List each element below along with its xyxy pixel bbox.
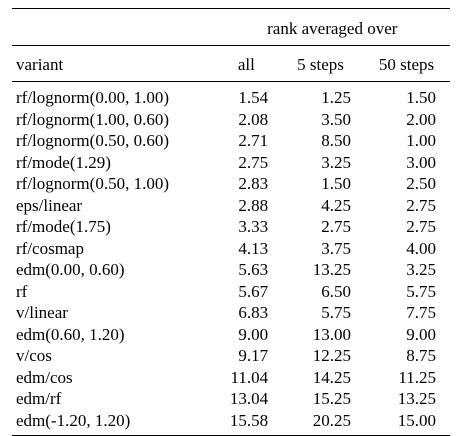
steps50-cell: 1.00	[406, 131, 436, 151]
table-row: v/linear 6.83 5.75 7.75	[12, 302, 450, 324]
table-row: v/cos 9.17 12.25 8.75	[12, 345, 450, 367]
steps50-cell: 2.50	[406, 174, 436, 194]
all-cell: 5.67	[238, 281, 269, 301]
variant-cell: rf/lognorm(0.00, 1.00)	[16, 88, 169, 108]
steps50-cell: 8.75	[406, 346, 436, 366]
steps50-cell: 5.75	[406, 281, 436, 301]
rank-table-container: rank averaged over variant all 5 steps 5…	[12, 8, 450, 436]
variant-cell: edm(0.60, 1.20)	[16, 324, 125, 344]
variant-cell: edm(0.00, 0.60)	[16, 260, 125, 280]
column-header-5-steps: 5 steps	[278, 45, 363, 82]
variant-cell: v/linear	[16, 303, 68, 323]
all-cell: 2.71	[238, 131, 269, 151]
column-header-row: variant all 5 steps 50 steps	[12, 45, 450, 82]
steps5-cell: 20.25	[312, 410, 351, 430]
all-cell: 13.04	[229, 389, 269, 409]
steps5-cell: 6.50	[321, 281, 351, 301]
steps50-cell: 3.00	[406, 152, 436, 172]
steps5-cell: 1.25	[321, 88, 351, 108]
variant-cell: rf/mode(1.29)	[16, 152, 111, 172]
steps5-cell: 13.25	[312, 260, 351, 280]
variant-cell: edm/cos	[16, 367, 73, 387]
table-row: rf/lognorm(0.50, 0.60) 2.71 8.50 1.00	[12, 130, 450, 152]
steps50-cell: 2.00	[406, 109, 436, 129]
table-row: edm/cos 11.04 14.25 11.25	[12, 367, 450, 389]
group-header-spacer	[12, 9, 215, 46]
steps50-cell: 7.75	[406, 303, 436, 323]
steps5-cell: 3.25	[321, 152, 351, 172]
steps50-cell: 3.25	[406, 260, 436, 280]
steps50-cell: 9.00	[406, 324, 436, 344]
table-row: rf/mode(1.75) 3.33 2.75 2.75	[12, 216, 450, 238]
variant-cell: rf/lognorm(1.00, 0.60)	[16, 109, 169, 129]
all-cell: 2.83	[238, 174, 269, 194]
all-cell: 9.00	[238, 324, 269, 344]
steps5-cell: 4.25	[321, 195, 351, 215]
all-cell: 3.33	[238, 217, 269, 237]
steps50-cell: 15.00	[397, 410, 436, 430]
all-cell: 9.17	[238, 346, 269, 366]
column-header-variant: variant	[12, 45, 215, 82]
steps5-cell: 8.50	[321, 131, 351, 151]
steps5-cell: 5.75	[321, 303, 351, 323]
steps5-cell: 13.00	[312, 324, 351, 344]
all-cell: 2.08	[238, 109, 269, 129]
group-header-rank-averaged-over: rank averaged over	[215, 9, 450, 46]
table-row: rf 5.67 6.50 5.75	[12, 281, 450, 303]
variant-cell: edm(-1.20, 1.20)	[16, 410, 131, 430]
table-row: edm(0.00, 0.60) 5.63 13.25 3.25	[12, 259, 450, 281]
steps5-cell: 2.75	[321, 217, 351, 237]
all-cell: 15.58	[229, 410, 269, 430]
steps50-cell: 13.25	[397, 389, 436, 409]
steps50-cell: 4.00	[406, 238, 436, 258]
column-header-all: all	[214, 45, 279, 82]
column-header-50-steps: 50 steps	[362, 45, 450, 82]
variant-cell: edm/rf	[16, 389, 62, 409]
table-row: rf/lognorm(0.50, 1.00) 2.83 1.50 2.50	[12, 173, 450, 195]
all-cell: 1.54	[238, 88, 269, 108]
steps50-cell: 11.25	[398, 367, 436, 387]
table-body: rf/lognorm(0.00, 1.00) 1.54 1.25 1.50 rf/log…	[12, 81, 450, 436]
table-row: edm(-1.20, 1.20) 15.58 20.25 15.00	[12, 410, 450, 436]
all-cell: 6.83	[238, 303, 269, 323]
steps50-cell: 2.75	[406, 217, 436, 237]
all-cell: 4.13	[238, 238, 269, 258]
table-row: rf/lognorm(0.00, 1.00) 1.54 1.25 1.50	[12, 81, 450, 109]
all-cell: 11.04	[230, 367, 269, 387]
steps5-cell: 3.75	[321, 238, 351, 258]
steps50-cell: 1.50	[406, 88, 436, 108]
table-row: rf/mode(1.29) 2.75 3.25 3.00	[12, 152, 450, 174]
steps5-cell: 12.25	[312, 346, 351, 366]
table-row: rf/cosmap 4.13 3.75 4.00	[12, 238, 450, 260]
table-row: edm/rf 13.04 15.25 13.25	[12, 388, 450, 410]
all-cell: 5.63	[238, 260, 269, 280]
variant-cell: rf	[16, 281, 28, 301]
steps5-cell: 15.25	[312, 389, 351, 409]
variant-cell: rf/mode(1.75)	[16, 217, 111, 237]
all-cell: 2.75	[238, 152, 269, 172]
table-row: rf/lognorm(1.00, 0.60) 2.08 3.50 2.00	[12, 109, 450, 131]
group-header-label: rank averaged over	[267, 18, 398, 38]
group-header-underline	[220, 45, 450, 46]
table-row: edm(0.60, 1.20) 9.00 13.00 9.00	[12, 324, 450, 346]
rank-table: rank averaged over variant all 5 steps 5…	[12, 8, 450, 436]
variant-cell: eps/linear	[16, 195, 83, 215]
steps5-cell: 1.50	[321, 174, 351, 194]
steps5-cell: 3.50	[321, 109, 351, 129]
variant-cell: v/cos	[16, 346, 52, 366]
steps5-cell: 14.25	[312, 367, 351, 387]
group-header-row: rank averaged over	[12, 8, 450, 46]
steps50-cell: 2.75	[406, 195, 436, 215]
table-row: eps/linear 2.88 4.25 2.75	[12, 195, 450, 217]
variant-cell: rf/lognorm(0.50, 1.00)	[16, 174, 169, 194]
variant-cell: rf/lognorm(0.50, 0.60)	[16, 131, 169, 151]
variant-cell: rf/cosmap	[16, 238, 84, 258]
all-cell: 2.88	[238, 195, 269, 215]
